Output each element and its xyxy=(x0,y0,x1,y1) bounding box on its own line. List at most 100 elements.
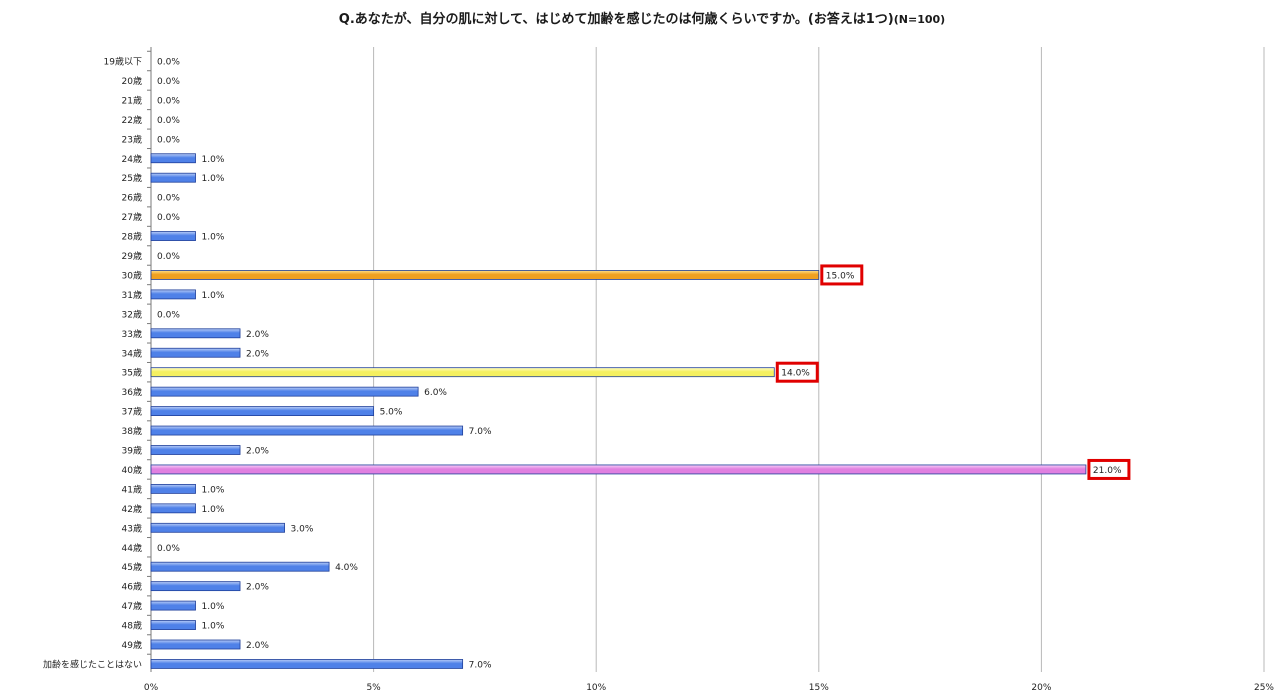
category-label: 36歳 xyxy=(122,386,142,398)
category-label: 48歳 xyxy=(122,620,142,632)
bar xyxy=(150,639,241,650)
category-label: 19歳以下 xyxy=(104,56,142,68)
value-label: 15.0% xyxy=(826,271,855,281)
value-label: 0.0% xyxy=(157,194,180,204)
value-label: 1.0% xyxy=(202,233,225,243)
category-label: 20歳 xyxy=(122,75,142,87)
bar xyxy=(150,367,775,378)
chart-title-note: (N=100) xyxy=(893,13,946,26)
value-label: 0.0% xyxy=(157,544,180,554)
value-label: 0.0% xyxy=(157,310,180,320)
bar xyxy=(150,561,330,572)
bar xyxy=(150,172,196,183)
category-label: 23歳 xyxy=(122,133,142,145)
category-label: 42歳 xyxy=(122,503,142,515)
bar xyxy=(150,386,419,397)
value-label: 21.0% xyxy=(1093,466,1122,476)
value-label: 0.0% xyxy=(157,77,180,87)
category-label: 21歳 xyxy=(122,94,142,106)
category-label: 31歳 xyxy=(122,289,142,301)
bar xyxy=(150,522,285,533)
category-label: 33歳 xyxy=(122,328,142,340)
x-tick-label: 5% xyxy=(366,683,381,693)
category-label: 45歳 xyxy=(122,561,142,573)
value-label: 4.0% xyxy=(335,563,358,573)
value-label: 7.0% xyxy=(469,660,492,670)
category-label: 38歳 xyxy=(122,425,142,437)
bar xyxy=(150,600,196,611)
category-label: 43歳 xyxy=(122,522,142,534)
value-label: 2.0% xyxy=(246,330,269,340)
category-label: 26歳 xyxy=(122,192,142,204)
value-label: 0.0% xyxy=(157,58,180,68)
value-label: 1.0% xyxy=(202,622,225,632)
x-tick-label: 25% xyxy=(1254,683,1274,693)
value-label: 0.0% xyxy=(157,213,180,223)
bar xyxy=(150,289,196,300)
value-label: 1.0% xyxy=(202,174,225,184)
category-label: 加齢を感じたことはない xyxy=(43,658,142,670)
category-label: 30歳 xyxy=(122,269,142,281)
bar xyxy=(150,231,196,241)
category-label: 41歳 xyxy=(122,483,142,495)
value-label: 1.0% xyxy=(202,291,225,301)
value-label: 2.0% xyxy=(246,641,269,651)
category-label: 46歳 xyxy=(122,581,142,593)
value-label: 0.0% xyxy=(157,116,180,126)
value-label: 0.0% xyxy=(157,96,180,106)
category-label: 29歳 xyxy=(122,250,142,262)
value-label: 0.0% xyxy=(157,252,180,262)
x-tick-label: 15% xyxy=(809,683,829,693)
value-label: 2.0% xyxy=(246,349,269,359)
category-label: 25歳 xyxy=(122,172,142,184)
category-label: 27歳 xyxy=(122,211,142,223)
callout-box xyxy=(820,264,864,286)
bar xyxy=(150,425,464,436)
value-label: 2.0% xyxy=(246,447,269,457)
bar xyxy=(150,581,241,592)
category-label: 37歳 xyxy=(122,406,142,418)
bar xyxy=(150,347,241,358)
value-label: 7.0% xyxy=(469,427,492,437)
value-label: 1.0% xyxy=(202,485,225,495)
category-label: 40歳 xyxy=(122,464,142,476)
bar xyxy=(150,620,196,630)
chart-title: Q.あなたが、自分の肌に対して、はじめて加齢を感じたのは何歳くらいですか。(お答… xyxy=(0,8,1284,27)
bar xyxy=(150,270,820,280)
bar xyxy=(150,659,464,669)
category-label: 47歳 xyxy=(122,600,142,612)
category-label: 44歳 xyxy=(122,542,142,554)
bar xyxy=(150,153,196,164)
category-label: 22歳 xyxy=(122,114,142,126)
chart-title-text: Q.あなたが、自分の肌に対して、はじめて加齢を感じたのは何歳くらいですか。(お答… xyxy=(338,12,894,27)
value-label: 0.0% xyxy=(157,135,180,145)
bar xyxy=(150,464,1087,475)
value-label: 1.0% xyxy=(202,602,225,612)
category-label: 24歳 xyxy=(122,153,142,165)
bar xyxy=(150,503,196,514)
category-label: 39歳 xyxy=(122,445,142,457)
category-label: 34歳 xyxy=(122,347,142,359)
value-label: 14.0% xyxy=(781,369,810,379)
category-label: 49歳 xyxy=(122,639,142,651)
bar xyxy=(150,406,375,417)
value-label: 1.0% xyxy=(202,155,225,165)
category-label: 32歳 xyxy=(122,308,142,320)
category-label: 35歳 xyxy=(122,367,142,379)
category-label: 28歳 xyxy=(122,231,142,243)
bar xyxy=(150,328,241,339)
value-label: 5.0% xyxy=(380,408,403,418)
x-tick-label: 20% xyxy=(1031,683,1051,693)
x-tick-label: 10% xyxy=(586,683,606,693)
callout-box xyxy=(775,361,819,383)
callout-box xyxy=(1087,458,1131,480)
bar xyxy=(150,483,196,494)
value-label: 2.0% xyxy=(246,583,269,593)
value-label: 3.0% xyxy=(291,524,314,534)
x-tick-label: 0% xyxy=(144,683,159,693)
value-label: 6.0% xyxy=(424,388,447,398)
bar xyxy=(150,445,241,455)
value-label: 1.0% xyxy=(202,505,225,515)
